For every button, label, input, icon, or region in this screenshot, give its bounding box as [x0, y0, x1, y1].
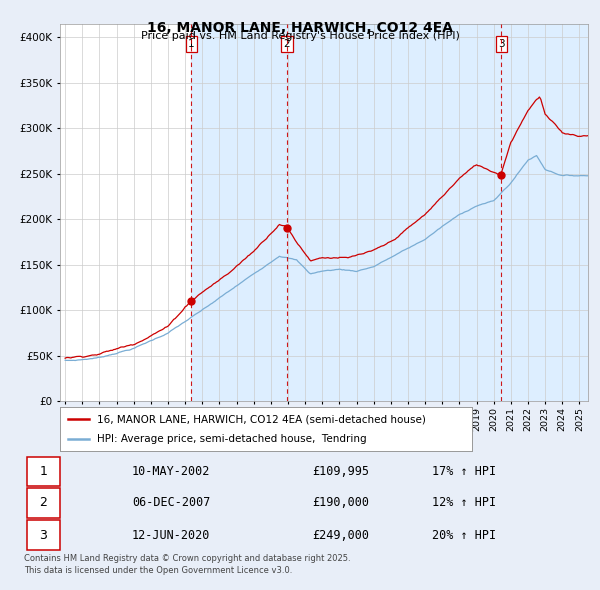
Bar	[191, 24, 287, 401]
Text: 12-JUN-2020: 12-JUN-2020	[132, 529, 211, 542]
FancyBboxPatch shape	[27, 489, 60, 517]
Text: £249,000: £249,000	[312, 529, 369, 542]
Text: 20% ↑ HPI: 20% ↑ HPI	[432, 529, 496, 542]
Text: 12% ↑ HPI: 12% ↑ HPI	[432, 496, 496, 510]
Text: Contains HM Land Registry data © Crown copyright and database right 2025.
This d: Contains HM Land Registry data © Crown c…	[24, 553, 350, 575]
FancyBboxPatch shape	[27, 457, 60, 486]
Text: 1: 1	[188, 39, 195, 49]
Text: 16, MANOR LANE, HARWICH, CO12 4EA: 16, MANOR LANE, HARWICH, CO12 4EA	[147, 21, 453, 35]
Text: Price paid vs. HM Land Registry's House Price Index (HPI): Price paid vs. HM Land Registry's House …	[140, 31, 460, 41]
Bar	[502, 24, 588, 401]
Text: 2: 2	[283, 39, 290, 49]
Text: £109,995: £109,995	[312, 466, 369, 478]
Text: 16, MANOR LANE, HARWICH, CO12 4EA (semi-detached house): 16, MANOR LANE, HARWICH, CO12 4EA (semi-…	[97, 415, 426, 424]
Text: 17% ↑ HPI: 17% ↑ HPI	[432, 466, 496, 478]
Text: £190,000: £190,000	[312, 496, 369, 510]
Text: 1: 1	[40, 466, 47, 478]
Text: 10-MAY-2002: 10-MAY-2002	[132, 466, 211, 478]
FancyBboxPatch shape	[27, 520, 60, 550]
Text: 3: 3	[498, 39, 505, 49]
Text: 2: 2	[40, 496, 47, 510]
Text: HPI: Average price, semi-detached house,  Tendring: HPI: Average price, semi-detached house,…	[97, 434, 367, 444]
Bar	[287, 24, 502, 401]
Text: 3: 3	[40, 529, 47, 542]
Text: 06-DEC-2007: 06-DEC-2007	[132, 496, 211, 510]
